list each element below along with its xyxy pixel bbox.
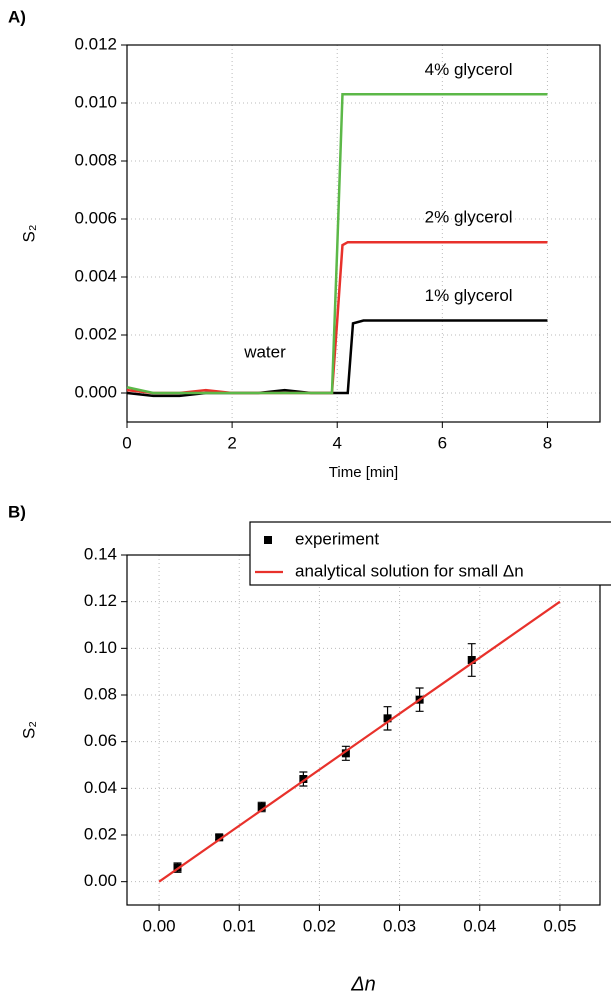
series-line: [126, 240, 548, 395]
x-tick-label: 0.03: [383, 916, 416, 935]
data-point: [215, 833, 224, 842]
y-tick-label: 0.012: [74, 34, 117, 53]
y-tick-label: 0.06: [84, 731, 117, 750]
y-tick-label: 0.08: [84, 684, 117, 703]
data-point: [383, 714, 392, 723]
y-axis-label: S₂: [19, 225, 38, 243]
x-tick-label: 6: [438, 433, 447, 452]
y-tick-label: 0.14: [84, 544, 117, 563]
legend-entry: experiment: [295, 529, 379, 548]
x-tick-label: 8: [543, 433, 552, 452]
annotation: water: [243, 342, 286, 361]
y-tick-label: 0.02: [84, 824, 117, 843]
series-label: 4% glycerol: [425, 60, 513, 79]
x-tick-label: 0.05: [543, 916, 576, 935]
x-axis-label: Time [min]: [329, 464, 398, 481]
y-axis-label: S₂: [19, 721, 38, 739]
y-tick-label: 0.00: [84, 871, 117, 890]
data-point: [299, 775, 308, 783]
x-tick-label: 0.02: [303, 916, 336, 935]
x-tick-label: 0.01: [223, 916, 256, 935]
x-tick-label: 2: [227, 433, 236, 452]
series-line: [126, 93, 548, 395]
data-point: [341, 749, 350, 758]
x-tick-label: 0.04: [463, 916, 496, 935]
x-tick-label: 4: [332, 433, 341, 452]
y-tick-label: 0.04: [84, 778, 117, 797]
y-tick-label: 0.008: [74, 150, 117, 169]
y-tick-label: 0.004: [74, 266, 117, 285]
legend-entry: analytical solution for small Δn: [295, 561, 524, 580]
x-tick-label: 0: [122, 433, 131, 452]
series-label: 2% glycerol: [425, 208, 513, 227]
y-tick-label: 0.006: [74, 208, 117, 227]
x-tick-label: 0.00: [143, 916, 176, 935]
y-tick-label: 0.10: [84, 638, 117, 657]
plot-frame: [126, 554, 601, 906]
y-tick-label: 0.12: [84, 591, 117, 610]
panel-label: B): [8, 502, 26, 521]
panel-label: A): [8, 7, 26, 26]
data-point: [467, 656, 476, 664]
series-label: 1% glycerol: [425, 286, 513, 305]
y-tick-label: 0.010: [74, 92, 117, 111]
data-point: [257, 803, 266, 811]
y-tick-label: 0.002: [74, 324, 117, 343]
x-axis-label: Δn: [350, 973, 376, 995]
plot-frame: [126, 44, 601, 423]
y-tick-label: 0.000: [74, 382, 117, 401]
legend-swatch: [264, 536, 272, 544]
fit-line: [158, 600, 561, 883]
legend-box: [249, 521, 611, 586]
